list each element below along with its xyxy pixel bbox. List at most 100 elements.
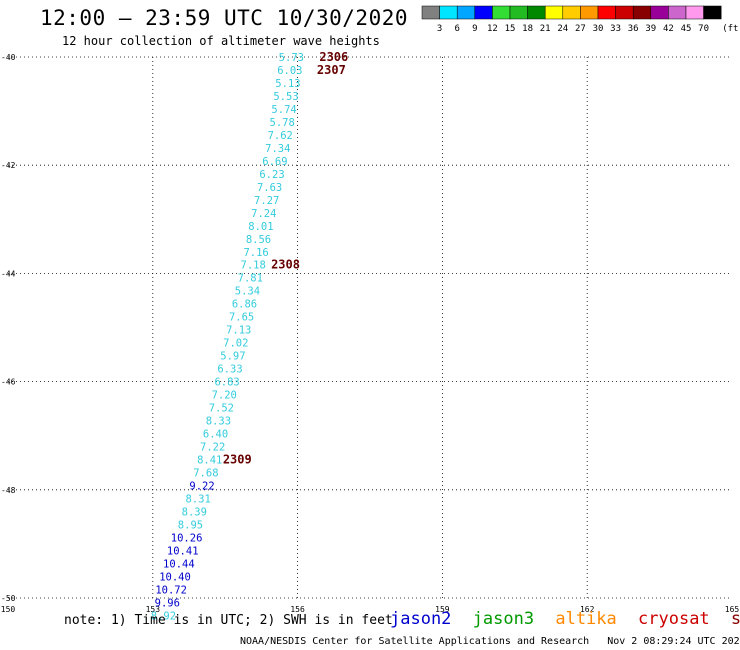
x-tick-label: 165	[725, 605, 740, 614]
color-scale-swatch	[527, 5, 546, 20]
wave-height-point: 5.13	[275, 78, 300, 90]
wave-height-point: 9.22	[189, 480, 214, 492]
wave-height-point: 5.73	[279, 52, 304, 64]
legend-jason2: jason2	[390, 609, 452, 629]
color-scale-swatch	[439, 5, 458, 20]
x-tick-label: 150	[1, 605, 16, 614]
wave-height-point: 7.63	[257, 182, 282, 194]
color-scale-swatch	[632, 5, 652, 20]
wave-height-point: 9.96	[155, 597, 180, 609]
color-scale-label: 18	[522, 24, 533, 34]
y-tick-label: -44	[1, 269, 16, 278]
axis-tick-labels: 150 153 156 159 162 165 -40 -42 -44 -46 -48 -50	[1, 53, 740, 614]
color-scale-label: 9	[472, 24, 477, 34]
color-scale-swatch	[597, 5, 616, 20]
color-scale-label: 36	[628, 24, 639, 34]
wave-height-point: 5.97	[220, 351, 245, 363]
wave-height-point: 7.68	[193, 467, 218, 479]
color-scale-swatch	[703, 5, 722, 20]
footer: NOAA/NESDIS Center for Satellite Applica…	[240, 636, 740, 647]
wave-height-point: 7.13	[226, 325, 251, 337]
color-scale-swatch	[544, 5, 564, 20]
wave-height-point: 6.40	[203, 429, 228, 441]
color-scale-swatch	[456, 5, 476, 20]
color-scale-swatch	[650, 5, 669, 20]
color-scale-label: 45	[681, 24, 692, 34]
y-tick-label: -50	[1, 594, 16, 603]
wave-height-point: 8.39	[182, 506, 207, 518]
wave-height-point: 6.86	[232, 299, 257, 311]
color-scale-label: 3	[437, 24, 442, 34]
grid-lines	[8, 56, 732, 599]
legend-s3a: s3a	[730, 609, 740, 629]
color-scale-swatch	[492, 5, 511, 20]
wave-height-point: 7.62	[268, 130, 293, 142]
wave-height-point: 5.74	[271, 104, 296, 116]
wave-height-point: 8.33	[206, 416, 231, 428]
wave-height-point: 8.92	[151, 610, 176, 622]
wave-height-point: 7.65	[229, 312, 254, 324]
wave-height-point: 6.69	[262, 156, 287, 168]
wave-height-point: 7.18	[241, 260, 266, 272]
x-tick-label: 162	[580, 605, 595, 614]
wave-height-point: 5.78	[270, 117, 295, 129]
time-label: 2306	[319, 50, 348, 64]
time-label: 2308	[271, 258, 300, 272]
wave-height-point: 8.56	[246, 234, 271, 246]
wave-height-point: 7.52	[209, 403, 234, 415]
color-scale-label: 30	[593, 24, 604, 34]
wave-height-point: 10.41	[167, 545, 199, 557]
color-scale-label: 21	[540, 24, 551, 34]
x-tick-label: 159	[435, 605, 450, 614]
wave-height-point: 10.40	[159, 571, 191, 583]
color-scale-swatch	[562, 5, 581, 20]
color-scale-swatch	[668, 5, 687, 20]
wave-height-point: 6.03	[277, 65, 302, 77]
time-label: 2307	[317, 63, 346, 77]
y-tick-label: -46	[1, 378, 16, 387]
color-scale-label: 42	[663, 24, 674, 34]
page-subtitle: 12 hour collection of altimeter wave hei…	[62, 34, 380, 48]
wave-height-labels: 5.736.035.135.535.745.787.627.346.696.23…	[151, 52, 304, 622]
y-tick-label: -48	[1, 486, 16, 495]
wave-height-point: 10.72	[155, 584, 187, 596]
wave-height-point: 6.23	[259, 169, 284, 181]
color-scale-unit: (ft)	[722, 24, 740, 34]
wave-height-point: 7.22	[200, 442, 225, 454]
wave-height-point: 5.53	[273, 91, 298, 103]
wave-height-point: 6.33	[217, 364, 242, 376]
wave-height-point: 6.83	[214, 377, 239, 389]
color-scale-swatch	[580, 5, 599, 20]
color-scale-label: 27	[575, 24, 586, 34]
legend-altika: altika	[555, 609, 617, 629]
color-scale-label: 70	[698, 24, 709, 34]
footer-timestamp: Nov 2 08:29:24 UTC 2020	[607, 636, 740, 647]
x-tick-label: 156	[290, 605, 305, 614]
color-scale-swatch	[474, 5, 493, 20]
y-tick-label: -42	[1, 161, 16, 170]
page-title: 12:00 – 23:59 UTC 10/30/2020	[40, 6, 409, 30]
wave-height-point: 7.81	[238, 273, 263, 285]
wave-height-point: 7.34	[265, 143, 290, 155]
color-scale-label: 15	[505, 24, 516, 34]
color-scale-label: 12	[487, 24, 498, 34]
wave-height-point: 7.20	[212, 390, 237, 402]
x-tick-label: 153	[146, 605, 161, 614]
wave-height-point: 5.34	[235, 286, 260, 298]
wave-height-point: 7.24	[251, 208, 276, 220]
wave-height-point: 8.41	[197, 455, 222, 467]
wave-height-point: 8.95	[178, 519, 203, 531]
wave-height-point: 10.44	[163, 558, 195, 570]
color-scale-swatch	[685, 5, 704, 20]
legend-jason3: jason3	[472, 609, 535, 629]
legend-cryosat: cryosat	[638, 609, 710, 629]
satellite-legend: jason2 jason3 altika cryosat s3a	[390, 609, 740, 629]
note-text: note: 1) Time is in UTC; 2) SWH is in fe…	[64, 613, 393, 628]
wave-height-point: 8.31	[186, 493, 211, 505]
wave-height-point: 7.27	[254, 195, 279, 207]
color-scale-label: 33	[610, 24, 621, 34]
color-scale-label: 24	[557, 24, 568, 34]
color-scale-label: 39	[645, 24, 656, 34]
